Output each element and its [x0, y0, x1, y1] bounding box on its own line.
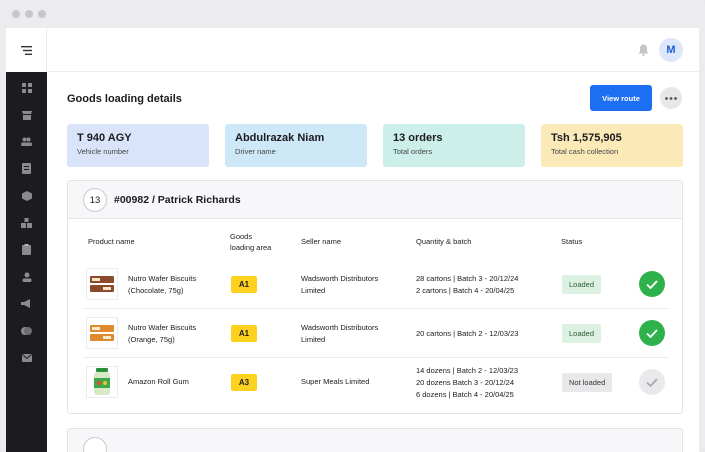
window-maximize-dot[interactable]	[38, 10, 46, 18]
driver-name-label: Driver name	[235, 147, 276, 156]
total-cash-label: Total cash collection	[551, 147, 619, 156]
sidebar	[6, 28, 47, 452]
vehicle-number-label: Vehicle number	[77, 147, 129, 156]
clipboard-icon[interactable]	[20, 243, 33, 256]
table-row: Amazon Roll Gum A3 Super Meals Limited 1…	[83, 358, 669, 407]
loading-area-badge: A1	[231, 276, 257, 293]
vehicle-number-value: T 940 AGY	[77, 132, 132, 144]
product-name: Nutro Wafer Biscuits (Chocolate, 75g)	[128, 274, 197, 295]
cash-card: Tsh 1,575,905 Total cash collection	[541, 124, 683, 167]
driver-name-value: Abdulrazak Niam	[235, 132, 325, 144]
sidebar-toggle[interactable]	[6, 28, 47, 72]
loading-area-badge: A1	[231, 325, 257, 342]
product-thumbnail	[86, 317, 118, 349]
loading-area-badge: A3	[231, 374, 257, 391]
vehicle-card: T 940 AGY Vehicle number	[67, 124, 209, 167]
column-header-status: Status	[561, 237, 583, 246]
page-title: Goods loading details	[67, 93, 182, 105]
window-titlebar	[0, 0, 705, 28]
column-header-product: Product name	[88, 237, 135, 246]
table-row: Nutro Wafer Biscuits (Chocolate, 75g) A1…	[83, 260, 669, 309]
table-row: Nutro Wafer Biscuits (Orange, 75g) A1 Wa…	[83, 309, 669, 358]
app: M Goods loading details View route T 940…	[6, 28, 699, 452]
store-icon[interactable]	[20, 108, 33, 121]
quantity-batch: 14 dozens | Batch 2 - 12/03/23 20 dozens…	[416, 366, 519, 399]
column-header-quantity: Quantity & batch	[416, 237, 472, 246]
seller-name: Super Meals Limited	[301, 377, 370, 386]
check-icon	[646, 328, 658, 338]
package-icon[interactable]	[20, 189, 33, 202]
bell-icon[interactable]	[638, 43, 649, 61]
loaded-check-button[interactable]	[639, 271, 665, 297]
check-icon	[646, 377, 658, 387]
seller-name: Wadsworth Distributors Limited	[301, 323, 379, 344]
status-badge: Loaded	[562, 324, 602, 343]
loaded-check-button[interactable]	[639, 320, 665, 346]
total-cash-value: Tsh 1,575,905	[551, 132, 622, 144]
view-route-button[interactable]: View route	[590, 85, 652, 111]
column-header-area-line1: Goods	[230, 232, 253, 241]
quantity-batch: 20 cartons | Batch 2 - 12/03/23	[416, 329, 519, 338]
seller-name: Wadsworth Distributors Limited	[301, 274, 379, 295]
menu-icon	[20, 45, 32, 55]
megaphone-icon[interactable]	[20, 297, 33, 310]
mail-icon[interactable]	[20, 351, 33, 364]
column-header-seller: Seller name	[301, 237, 342, 246]
driver-card: Abdulrazak Niam Driver name	[225, 124, 367, 167]
check-icon	[646, 279, 658, 289]
users-icon[interactable]	[20, 135, 33, 148]
more-horizontal-icon	[665, 96, 677, 100]
order-panel: 13 #00982 / Patrick Richards Product nam…	[67, 180, 683, 414]
warehouse-icon[interactable]	[20, 216, 33, 229]
order-count-badge: 13	[83, 188, 107, 212]
product-name: Amazon Roll Gum	[128, 377, 189, 386]
top-bar: M	[47, 28, 699, 72]
total-orders-label: Total orders	[393, 147, 433, 156]
order-title: #00982 / Patrick Richards	[114, 194, 241, 206]
total-orders-value: 13 orders	[393, 132, 443, 144]
more-options-button[interactable]	[660, 87, 682, 109]
status-badge: Loaded	[562, 275, 602, 294]
order-header[interactable]: 13 #00982 / Patrick Richards	[68, 181, 682, 219]
quantity-batch: 28 cartons | Batch 3 - 20/12/24 2 carton…	[416, 274, 519, 295]
pending-check-button[interactable]	[639, 369, 665, 395]
next-order-panel[interactable]	[67, 428, 683, 452]
main-content: Goods loading details View route T 940 A…	[47, 72, 699, 452]
status-badge: Not loaded	[562, 373, 613, 392]
window-minimize-dot[interactable]	[25, 10, 33, 18]
dashboard-icon[interactable]	[20, 81, 33, 94]
order-count-badge	[83, 437, 107, 452]
orders-card: 13 orders Total orders	[383, 124, 525, 167]
avatar[interactable]: M	[659, 38, 683, 62]
product-thumbnail	[86, 366, 118, 398]
window-close-dot[interactable]	[12, 10, 20, 18]
product-thumbnail	[86, 268, 118, 300]
column-header-area: Goods loading area	[230, 231, 271, 253]
product-name: Nutro Wafer Biscuits (Orange, 75g)	[128, 323, 197, 344]
document-icon[interactable]	[20, 162, 33, 175]
coins-icon[interactable]	[20, 324, 33, 337]
column-header-area-line2: loading area	[230, 243, 272, 252]
user-settings-icon[interactable]	[20, 270, 33, 283]
